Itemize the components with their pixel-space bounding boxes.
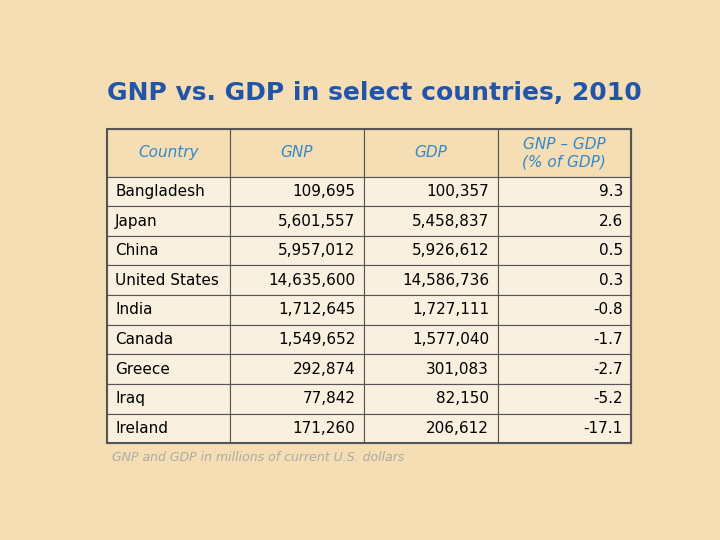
Bar: [230, 266, 364, 295]
Bar: [107, 129, 631, 443]
Bar: [364, 354, 498, 384]
Text: 5,926,612: 5,926,612: [412, 243, 489, 258]
Text: 14,635,600: 14,635,600: [269, 273, 356, 288]
Bar: [498, 177, 631, 206]
Text: 109,695: 109,695: [292, 184, 356, 199]
Bar: [364, 177, 498, 206]
Bar: [498, 354, 631, 384]
Bar: [498, 129, 631, 177]
Bar: [498, 295, 631, 325]
Text: 1,727,111: 1,727,111: [412, 302, 489, 318]
Bar: [230, 384, 364, 414]
Text: -5.2: -5.2: [593, 392, 623, 406]
Text: 0.3: 0.3: [598, 273, 623, 288]
Bar: [498, 325, 631, 354]
Bar: [107, 354, 230, 384]
Text: GNP: GNP: [281, 145, 313, 160]
Text: China: China: [115, 243, 158, 258]
Text: 100,357: 100,357: [426, 184, 489, 199]
Text: 9.3: 9.3: [598, 184, 623, 199]
Bar: [107, 206, 230, 236]
Bar: [230, 354, 364, 384]
Bar: [364, 295, 498, 325]
Bar: [364, 414, 498, 443]
Text: -17.1: -17.1: [584, 421, 623, 436]
Bar: [230, 129, 364, 177]
Text: United States: United States: [115, 273, 219, 288]
Bar: [107, 325, 230, 354]
Bar: [498, 206, 631, 236]
Bar: [364, 236, 498, 266]
Text: 301,083: 301,083: [426, 362, 489, 376]
Bar: [107, 384, 230, 414]
Text: 77,842: 77,842: [302, 392, 356, 406]
Bar: [230, 236, 364, 266]
Bar: [107, 295, 230, 325]
Text: 206,612: 206,612: [426, 421, 489, 436]
Text: 0.5: 0.5: [599, 243, 623, 258]
Bar: [364, 206, 498, 236]
Text: Canada: Canada: [115, 332, 174, 347]
Text: India: India: [115, 302, 153, 318]
Text: GNP vs. GDP in select countries, 2010: GNP vs. GDP in select countries, 2010: [107, 82, 642, 105]
Text: 5,601,557: 5,601,557: [278, 213, 356, 228]
Bar: [107, 236, 230, 266]
Text: Bangladesh: Bangladesh: [115, 184, 205, 199]
Text: 14,586,736: 14,586,736: [402, 273, 489, 288]
Bar: [107, 414, 230, 443]
Bar: [364, 266, 498, 295]
Bar: [230, 177, 364, 206]
Text: GNP – GDP
(% of GDP): GNP – GDP (% of GDP): [523, 137, 606, 169]
Bar: [498, 384, 631, 414]
Text: -1.7: -1.7: [593, 332, 623, 347]
Text: -2.7: -2.7: [593, 362, 623, 376]
Bar: [107, 129, 230, 177]
Text: Iraq: Iraq: [115, 392, 145, 406]
Bar: [230, 295, 364, 325]
Text: -0.8: -0.8: [593, 302, 623, 318]
Text: 171,260: 171,260: [292, 421, 356, 436]
Bar: [498, 266, 631, 295]
Bar: [364, 325, 498, 354]
Text: 1,712,645: 1,712,645: [278, 302, 356, 318]
Text: Greece: Greece: [115, 362, 170, 376]
Bar: [107, 266, 230, 295]
Text: 292,874: 292,874: [292, 362, 356, 376]
Text: Ireland: Ireland: [115, 421, 168, 436]
Text: GDP: GDP: [414, 145, 447, 160]
Text: 5,458,837: 5,458,837: [412, 213, 489, 228]
Text: GNP and GDP in millions of current U.S. dollars: GNP and GDP in millions of current U.S. …: [112, 451, 405, 464]
Text: Japan: Japan: [115, 213, 158, 228]
Bar: [364, 129, 498, 177]
Bar: [498, 236, 631, 266]
Text: 2.6: 2.6: [598, 213, 623, 228]
Text: 1,549,652: 1,549,652: [278, 332, 356, 347]
Bar: [364, 384, 498, 414]
Text: 1,577,040: 1,577,040: [412, 332, 489, 347]
Bar: [230, 414, 364, 443]
Bar: [230, 206, 364, 236]
Text: 5,957,012: 5,957,012: [278, 243, 356, 258]
Bar: [230, 325, 364, 354]
Text: 82,150: 82,150: [436, 392, 489, 406]
Bar: [498, 414, 631, 443]
Text: Country: Country: [138, 145, 199, 160]
Bar: [107, 177, 230, 206]
